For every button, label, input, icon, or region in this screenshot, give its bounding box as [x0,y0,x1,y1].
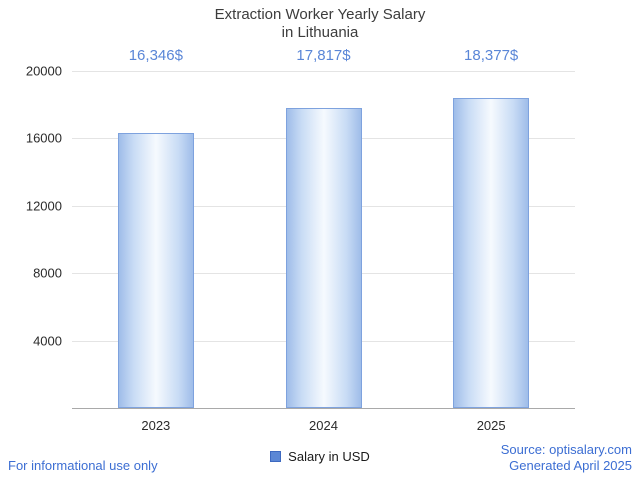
y-axis-tick-label: 16000 [25,130,62,146]
bar [453,98,530,408]
x-axis-tick-label: 2023 [141,418,171,433]
chart-title: Extraction Worker Yearly Salary in Lithu… [0,6,640,42]
legend-label: Salary in USD [288,449,370,464]
legend: Salary in USD [0,449,640,464]
source-text: Source: optisalary.com [500,442,632,457]
bar [117,132,194,408]
legend-marker-icon [270,451,282,462]
bar-value-label: 17,817$ [296,47,351,64]
source-block: Source: optisalary.com Generated April 2… [501,442,632,474]
x-axis-tick-label: 2024 [309,418,338,433]
y-axis-tick-label: 20000 [25,63,62,79]
bar-value-label: 16,346$ [128,47,183,64]
x-axis-tick-label: 2025 [476,418,506,433]
chart-title-line1: Extraction Worker Yearly Salary [214,6,426,23]
gridline [72,71,575,72]
plot-area: 4000 8000 12000 16000 20000 16,346$ 2023 17,817… [26,47,575,433]
disclaimer-text: For informational use only [8,458,158,473]
chart-title-line2: in Lithuania [281,24,359,41]
bar [285,107,362,408]
generated-text: Generated April 2025 [509,458,632,473]
bar-value-label: 18,377$ [464,47,519,64]
y-axis-tick-label: 12000 [25,198,62,214]
y-axis-tick-label: 4000 [33,333,62,349]
y-axis-tick-label: 8000 [33,265,62,281]
